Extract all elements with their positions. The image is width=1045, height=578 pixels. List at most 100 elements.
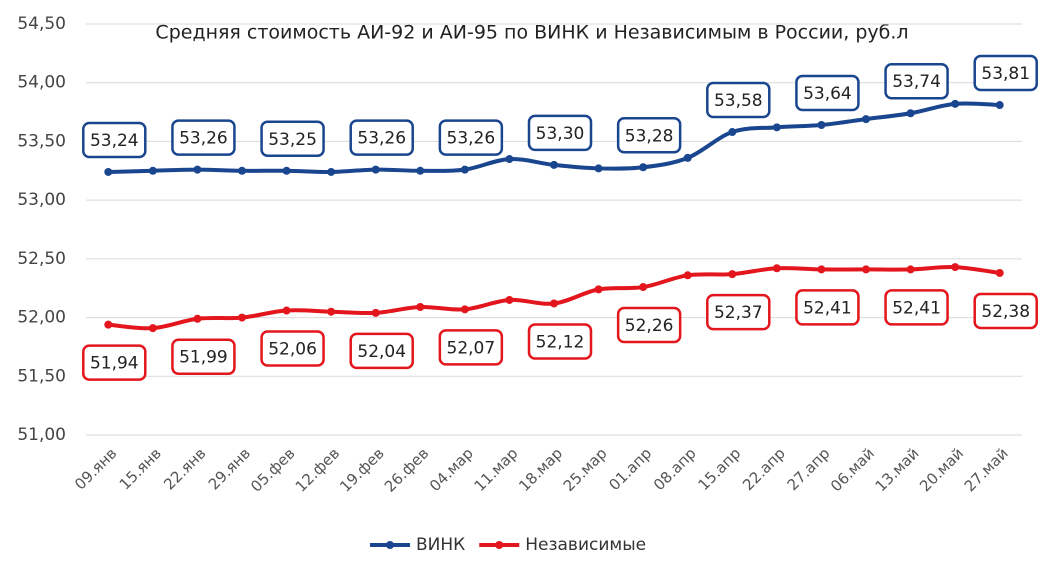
x-tick-label: 18.мар [515, 444, 566, 495]
x-tick-label: 22.янв [160, 444, 209, 493]
data-point [594, 164, 603, 173]
data-label-box [706, 81, 771, 119]
data-point [505, 295, 514, 304]
data-point [683, 271, 692, 280]
data-label: 52,41 [803, 298, 852, 318]
data-point [416, 303, 425, 312]
data-label-box [795, 74, 860, 112]
data-label: 53,26 [447, 129, 496, 149]
x-tick-label: 05.фев [247, 444, 298, 495]
y-tick-label: 51,50 [17, 366, 66, 386]
data-point [104, 320, 113, 329]
data-label-box [795, 289, 860, 326]
data-point [327, 307, 336, 316]
data-label: 52,37 [714, 303, 763, 323]
data-point [594, 285, 603, 294]
data-label-box [527, 114, 593, 152]
data-label-box [884, 62, 949, 100]
data-point [728, 270, 737, 279]
data-label: 53,30 [536, 124, 585, 144]
x-tick-label: 19.фев [336, 444, 387, 495]
data-point [906, 265, 915, 274]
data-point [505, 155, 514, 164]
data-label: 53,58 [714, 91, 763, 111]
x-tick-label: 09.янв [71, 444, 120, 493]
data-label-box [973, 54, 1038, 92]
data-label: 52,07 [447, 338, 496, 358]
legend-marker [386, 541, 394, 549]
data-label: 52,41 [892, 298, 941, 318]
legend-label: ВИНК [416, 535, 465, 555]
data-label-box [349, 119, 414, 156]
data-point [772, 264, 781, 273]
data-label: 52,04 [357, 342, 406, 362]
y-tick-label: 53,50 [17, 131, 66, 151]
data-point [550, 160, 558, 169]
data-point [460, 165, 469, 174]
data-label-box [82, 344, 147, 381]
data-point [862, 265, 870, 274]
y-tick-label: 54,50 [17, 14, 66, 34]
data-point [639, 283, 648, 292]
data-label: 52,06 [268, 340, 317, 360]
data-label-box [438, 119, 504, 156]
data-point [282, 306, 291, 315]
data-point [238, 166, 246, 175]
data-point [193, 165, 202, 174]
data-point [550, 299, 558, 308]
y-tick-label: 52,50 [17, 249, 66, 269]
data-label: 53,28 [625, 126, 674, 146]
data-label-box [260, 330, 325, 367]
data-label: 53,64 [803, 84, 852, 104]
data-label: 53,74 [892, 72, 941, 92]
y-tick-label: 51,00 [17, 425, 66, 445]
data-point [995, 268, 1004, 277]
x-tick-label: 27.апр [784, 444, 834, 494]
chart-title: Средняя стоимость АИ-92 и АИ-95 по ВИНК … [155, 22, 908, 44]
data-point [371, 165, 380, 174]
data-label: 53,26 [179, 129, 228, 149]
x-tick-label: 15.апр [695, 444, 745, 494]
data-point [995, 101, 1004, 110]
data-label-box [82, 121, 147, 159]
data-label-box [527, 323, 593, 360]
data-label: 52,38 [981, 302, 1030, 322]
data-label: 53,25 [268, 130, 317, 150]
data-point [148, 166, 157, 175]
data-point [282, 166, 291, 175]
data-point [951, 99, 960, 108]
data-label-box [706, 293, 771, 331]
data-point [906, 109, 915, 118]
data-point [104, 167, 113, 176]
data-point [238, 313, 246, 322]
x-tick-label: 01.апр [605, 444, 655, 494]
data-point [460, 305, 469, 314]
data-label-box [260, 120, 325, 158]
data-point [416, 166, 425, 175]
data-label: 53,24 [90, 131, 139, 151]
x-tick-label: 22.апр [739, 444, 789, 494]
x-tick-label: 15.янв [116, 444, 165, 493]
legend-label: Независимые [525, 535, 646, 555]
data-label-box [884, 289, 949, 326]
data-label-box [616, 117, 682, 154]
x-tick-label: 06.май [827, 444, 878, 495]
x-tick-label: 29.янв [205, 444, 254, 493]
y-tick-label: 54,00 [17, 73, 66, 93]
data-point [728, 128, 737, 137]
x-tick-label: 20.май [916, 444, 967, 495]
y-tick-label: 53,00 [17, 190, 66, 210]
x-tick-label: 04.мар [426, 444, 477, 495]
data-label-box [171, 338, 236, 375]
data-label: 52,26 [625, 316, 674, 336]
x-tick-label: 13.май [872, 444, 923, 495]
x-tick-label: 08.апр [650, 444, 700, 494]
x-tick-label: 26.фев [381, 444, 432, 495]
data-label: 53,81 [981, 64, 1030, 84]
data-label: 52,12 [536, 332, 585, 352]
data-label-box [973, 292, 1038, 330]
data-label-box [616, 306, 682, 344]
data-point [862, 115, 870, 124]
data-label-box [171, 119, 236, 156]
